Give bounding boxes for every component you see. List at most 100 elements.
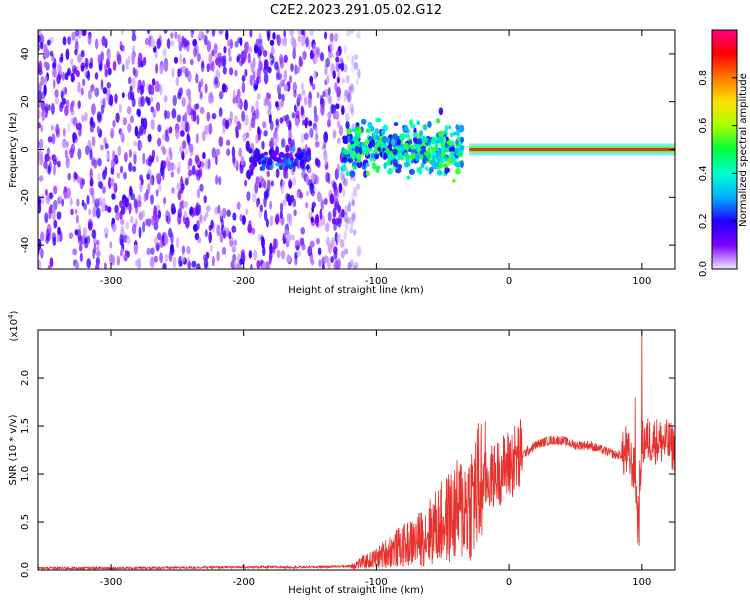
spectrogram-cell bbox=[151, 78, 156, 86]
spectrogram-cell bbox=[67, 122, 71, 133]
spectrogram-cell bbox=[269, 39, 275, 46]
spectrogram-cell bbox=[354, 145, 360, 154]
spectrogram-cell bbox=[431, 136, 436, 145]
spectrogram-cell bbox=[270, 59, 274, 66]
snr-y-ticks: 0.0 0.5 1.0 1.5 2.0 bbox=[20, 370, 675, 578]
colorbar-tick-label: 0.2 bbox=[698, 213, 709, 229]
x-tick-label: 0 bbox=[506, 577, 512, 588]
spectrogram-cell bbox=[415, 153, 420, 161]
spectrogram-cell bbox=[120, 30, 124, 35]
spectrogram-cell bbox=[202, 130, 206, 142]
spectrogram-cell bbox=[196, 188, 201, 199]
spectrogram-cell bbox=[289, 75, 293, 84]
spectrogram-cell bbox=[350, 107, 355, 117]
spectrogram-cell bbox=[267, 31, 271, 42]
spectrogram-cell bbox=[76, 198, 80, 207]
spectrogram-cell bbox=[174, 31, 178, 40]
spectrogram-cell bbox=[263, 130, 268, 137]
spectrogram-cell bbox=[294, 64, 298, 76]
spectrogram-cell bbox=[360, 118, 367, 125]
spectrogram-cell bbox=[403, 142, 408, 149]
spectrogram-cell bbox=[129, 185, 133, 197]
spectrogram-cell bbox=[346, 127, 352, 135]
colorbar-tick-label: 0.6 bbox=[698, 118, 709, 134]
spectrogram-cell bbox=[310, 216, 314, 223]
spectrogram-cell bbox=[193, 46, 197, 58]
spectrogram-cell bbox=[299, 238, 304, 247]
spectrogram-cell bbox=[444, 124, 449, 132]
spectrogram-cell bbox=[249, 263, 253, 269]
spectrogram-cell bbox=[226, 139, 231, 146]
spectrogram-cell bbox=[211, 30, 216, 37]
spectrogram-cell bbox=[170, 40, 174, 47]
spectrogram-cell bbox=[332, 182, 337, 192]
spectrogram-cell bbox=[195, 73, 199, 84]
spectrogram-cell bbox=[269, 200, 272, 210]
spectrogram-cell bbox=[44, 74, 48, 85]
spectrogram-cell bbox=[127, 76, 132, 85]
spectrogram-cell bbox=[64, 87, 68, 95]
spectrogram-cell bbox=[107, 67, 112, 76]
spectrogram-cell bbox=[156, 137, 162, 147]
spectrogram-cell bbox=[45, 237, 49, 245]
spectrogram-cell bbox=[241, 215, 246, 225]
spectrogram-cell bbox=[346, 94, 351, 102]
spectrogram-cell bbox=[180, 151, 185, 160]
spectrogram-cell bbox=[297, 30, 302, 36]
spectrogram-cell bbox=[139, 84, 144, 96]
spectrogram-cell bbox=[221, 246, 227, 255]
spectrogram-cell bbox=[162, 262, 167, 269]
spectrogram-cell bbox=[248, 147, 253, 154]
spectrogram-cell bbox=[53, 163, 56, 176]
spectrogram-cell bbox=[306, 164, 310, 170]
spectrogram-cell bbox=[259, 45, 264, 53]
spectrogram-cell bbox=[181, 65, 187, 73]
spectrogram-cell bbox=[115, 112, 120, 123]
spectrogram-cell bbox=[244, 114, 249, 126]
spectrogram-cell bbox=[46, 155, 51, 162]
spectrogram-cell bbox=[120, 130, 124, 141]
spectrogram-cell bbox=[375, 117, 382, 123]
spectrogram-cell bbox=[383, 152, 387, 160]
spectrogram-cell bbox=[38, 259, 42, 269]
spectrogram-cell bbox=[335, 50, 340, 57]
spectrogram-cell bbox=[200, 63, 205, 73]
spectrogram-cell bbox=[283, 30, 287, 38]
spectrogram-cell bbox=[324, 88, 329, 99]
spectrogram-cell bbox=[70, 58, 74, 66]
spectrogram-cell bbox=[251, 192, 257, 203]
spectrogram-cell bbox=[323, 153, 328, 165]
spectrogram-cell bbox=[168, 227, 173, 238]
spectrogram-cell bbox=[279, 58, 285, 69]
spectrogram-cell bbox=[385, 148, 390, 154]
spectrogram-cell bbox=[330, 237, 335, 249]
spectrogram-cell bbox=[276, 249, 281, 259]
spectrogram-cell bbox=[114, 93, 118, 104]
spectrogram-cell bbox=[339, 125, 343, 136]
spectrogram-cell bbox=[202, 152, 206, 160]
spectrogram-cell bbox=[350, 191, 354, 202]
spectrogram-cell bbox=[103, 63, 108, 72]
spectrogram-cell bbox=[310, 258, 315, 266]
spectrogram-cell bbox=[154, 236, 159, 245]
spectrogram-cell bbox=[156, 232, 162, 241]
spectrogram-cell bbox=[104, 166, 108, 177]
spectrogram-cell bbox=[263, 97, 267, 108]
spectrogram-cell bbox=[268, 100, 272, 112]
spectrogram-cell bbox=[71, 64, 77, 74]
spectrogram-cell bbox=[400, 147, 405, 153]
spectrogram-cell bbox=[248, 220, 252, 231]
spectrogram-cell bbox=[57, 226, 61, 235]
spectrogram-cell bbox=[70, 208, 74, 216]
spectrogram-cell bbox=[168, 126, 173, 134]
spectrogram-cell bbox=[430, 166, 434, 173]
spectrogram-cell bbox=[130, 115, 134, 124]
spectrogram-cell bbox=[189, 206, 194, 215]
spectrogram-cell bbox=[122, 199, 126, 207]
spectrogram-cell bbox=[70, 72, 75, 83]
spectrogram-cell bbox=[195, 202, 200, 215]
spectrogram-cell bbox=[355, 126, 359, 133]
spectrogram-cell bbox=[217, 204, 221, 214]
spectrogram-cell bbox=[102, 97, 106, 109]
spectrogram-cell bbox=[153, 209, 158, 222]
